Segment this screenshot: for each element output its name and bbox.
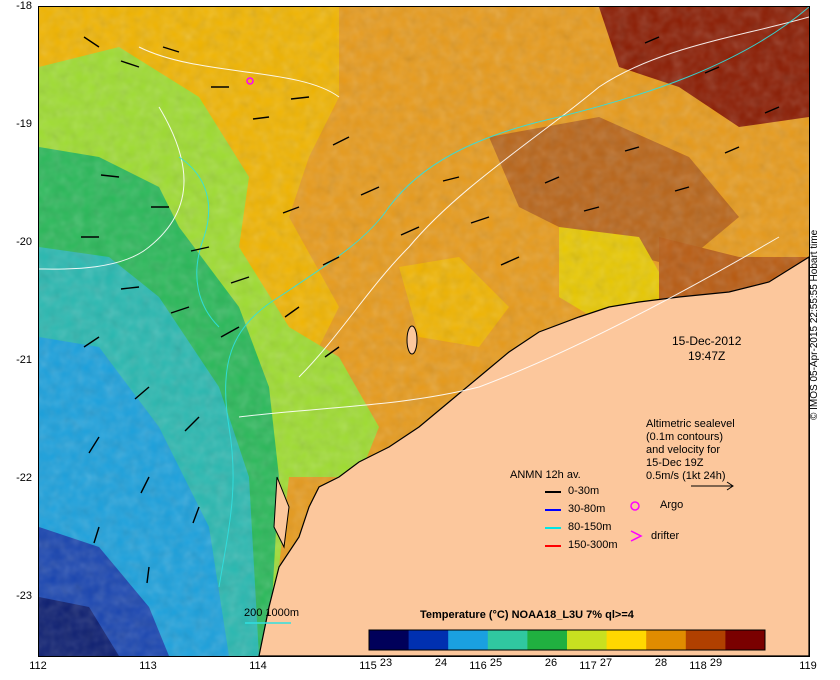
x-tick-label: 115	[359, 660, 377, 672]
timestamp-box: 15-Dec-2012 19:47Z	[672, 334, 741, 364]
altimetry-note-line: and velocity for	[646, 444, 720, 456]
map-panel[interactable]	[38, 6, 810, 657]
drifter-legend-symbol	[630, 530, 643, 542]
anmn-legend-label: 80-150m	[568, 521, 612, 533]
colorbar-tick: 26	[544, 657, 558, 669]
x-tick-label: 116	[469, 660, 487, 672]
altimetry-note-line: 0.5m/s (1kt 24h)	[646, 470, 726, 482]
colorbar-tick: 25	[489, 657, 503, 669]
argo-float-marker	[246, 77, 254, 85]
altimetry-note-line: Altimetric sealevel	[646, 418, 735, 430]
colorbar-cell	[606, 630, 647, 650]
y-tick-label: -23	[16, 590, 32, 602]
peninsula	[273, 476, 290, 549]
colorbar-cell	[369, 630, 410, 650]
colorbar-cell	[448, 630, 489, 650]
colorbar-tick: 29	[709, 657, 723, 669]
drifter-legend-label: drifter	[651, 530, 680, 542]
colorbar-cell	[646, 630, 687, 650]
velocity-vectors	[81, 36, 780, 584]
colorbar-tick: 24	[434, 657, 448, 669]
y-tick-label: -19	[16, 118, 32, 130]
colorbar-border	[368, 629, 766, 651]
altimetry-note-line: 15-Dec 19Z	[646, 457, 704, 469]
timestamp-date: 15-Dec-2012	[672, 334, 742, 348]
anmn-legend-label: 30-80m	[568, 503, 606, 515]
x-tick-label: 118	[689, 660, 707, 672]
credit-text: © IMOS 05-Apr-2015 22:55:55 Hobart time	[809, 229, 820, 420]
colorbar-tick: 23	[379, 657, 393, 669]
colorbar	[368, 629, 766, 651]
island	[406, 325, 418, 355]
y-tick-label: -18	[16, 0, 32, 12]
colorbar-cell	[725, 630, 766, 650]
sst-map[interactable]	[39, 7, 809, 656]
timestamp-time: 19:47Z	[688, 349, 726, 363]
colorbar-cell	[487, 630, 528, 650]
y-tick-label: -20	[16, 236, 32, 248]
x-tick-label: 112	[29, 660, 47, 672]
colorbar-cell	[567, 630, 608, 650]
anmn-legend-arrows	[545, 491, 561, 547]
anmn-legend-label: 0-30m	[568, 485, 600, 497]
colorbar-tick: 27	[599, 657, 613, 669]
sealevel-contours	[39, 16, 809, 418]
altimetry-note-line: (0.1m contours)	[646, 431, 724, 443]
colorbar-cell	[408, 630, 449, 650]
anmn-legend-label: 150-300m	[568, 539, 618, 551]
y-tick-label: -21	[16, 354, 32, 366]
argo-legend-symbol	[630, 501, 640, 511]
colorbar-cell	[685, 630, 726, 650]
colorbar-cell	[527, 630, 568, 650]
x-tick-label: 113	[139, 660, 157, 672]
bathymetry-contours	[178, 7, 809, 588]
velocity-scale-arrowhead	[726, 481, 734, 491]
x-tick-label: 119	[799, 660, 817, 672]
y-tick-label: -22	[16, 472, 32, 484]
anmn-legend-title: ANMN 12h av.	[510, 469, 581, 481]
colorbar-title: Temperature (°C) NOAA18_L3U 7% ql>=4	[420, 609, 634, 621]
land-mass	[258, 256, 809, 656]
bathymetry-legend-label: 200 1000m	[244, 607, 300, 619]
colorbar-tick: 28	[654, 657, 668, 669]
altimetry-note: Altimetric sealevel (0.1m contours) and …	[646, 418, 735, 483]
argo-legend-label: Argo	[660, 499, 684, 511]
x-tick-label: 114	[249, 660, 267, 672]
x-tick-label: 117	[579, 660, 597, 672]
